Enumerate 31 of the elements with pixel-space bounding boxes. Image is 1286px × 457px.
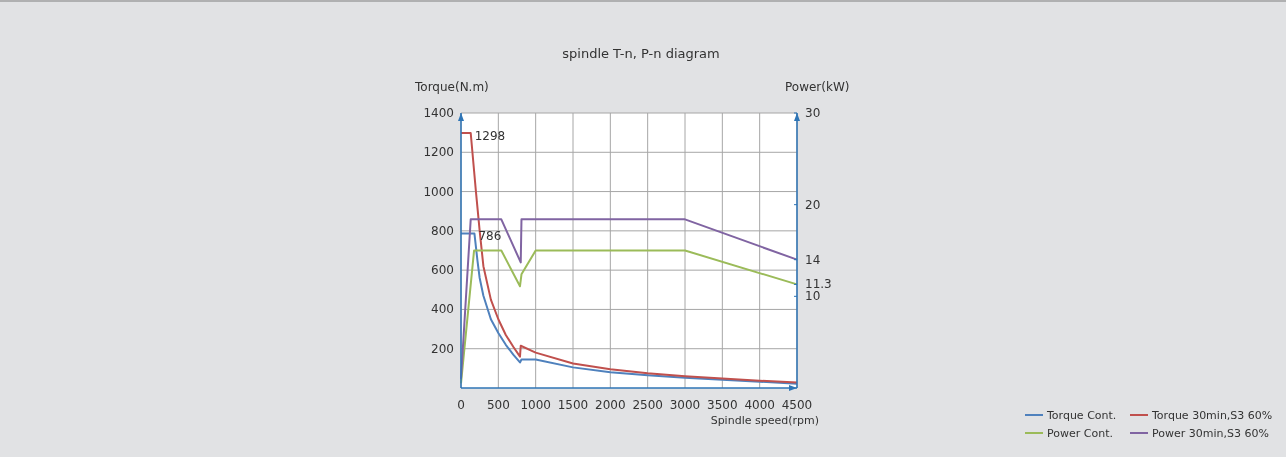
y-axis-title: Torque(N.m)	[414, 80, 489, 94]
x-tick-label: 2000	[595, 398, 626, 412]
y2-tick-label: 11.3	[805, 277, 832, 292]
y-tick-label: 200	[431, 341, 454, 356]
x-tick-label: 2500	[632, 398, 663, 412]
y-tick-label: 800	[431, 223, 454, 238]
x-axis-title: Spindle speed(rpm)	[710, 414, 819, 427]
y2-tick-label: 10	[805, 289, 821, 304]
y-tick-label: 600	[431, 263, 454, 278]
legend-label: Torque 30min,S3 60%	[1151, 409, 1273, 422]
y2-tick-label: 14	[805, 252, 821, 267]
y-tick-label: 1000	[423, 184, 454, 199]
x-tick-label: 0	[457, 398, 465, 412]
y-tick-label: 400	[431, 302, 454, 317]
x-tick-label: 1500	[557, 398, 589, 412]
legend-label: Torque Cont.	[1046, 409, 1117, 422]
legend-label: Power Cont.	[1047, 427, 1113, 440]
y2-tick-label: 30	[805, 106, 821, 120]
y-tick-label: 1200	[423, 145, 454, 160]
x-tick-label: 500	[486, 398, 510, 412]
annotation: 1298	[474, 128, 506, 143]
chart-title: spindle T-n, P-n diagram	[562, 46, 720, 61]
x-tick-label: 1000	[520, 398, 551, 412]
y2-tick-label: 20	[805, 197, 821, 212]
x-tick-label: 3000	[669, 398, 701, 412]
legend-label: Power 30min,S3 60%	[1152, 427, 1269, 440]
y-tick-label: 1400	[423, 106, 454, 120]
x-tick-label: 3500	[707, 398, 738, 412]
x-tick-label: 4500	[781, 398, 813, 412]
y2-axis-title: Power(kW)	[785, 80, 850, 94]
x-tick-label: 4000	[744, 398, 775, 412]
